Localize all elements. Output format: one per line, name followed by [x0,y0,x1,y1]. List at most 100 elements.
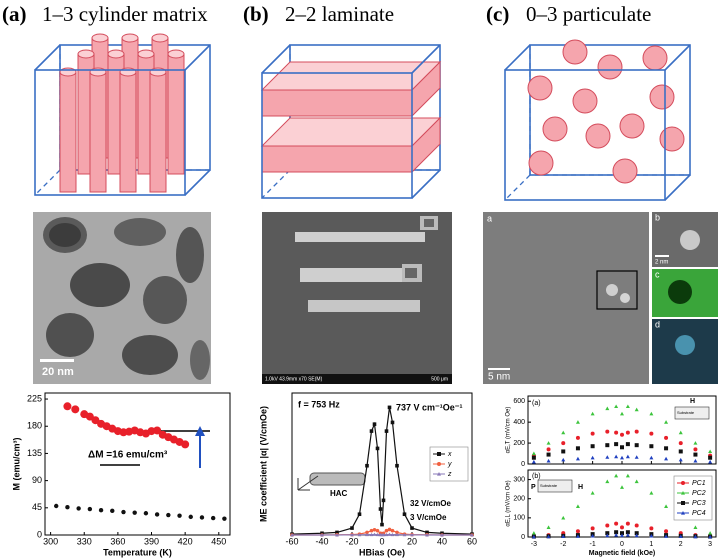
marker [132,510,137,515]
legend-label: PC1 [692,480,706,487]
marker [375,446,380,451]
marker [390,528,395,533]
y-axis-label: αE,L (mV/cm Oe) [506,480,512,526]
x-tick-label: 40 [437,536,447,546]
marker [693,458,698,463]
marker [678,449,683,454]
marker [390,420,395,425]
marker [372,532,377,536]
marker [98,508,104,513]
x-tick-label: 420 [178,536,193,546]
marker [625,430,630,435]
marker [693,534,698,539]
marker [121,509,126,515]
marker [384,429,389,433]
marker [87,506,93,512]
marker [365,532,369,537]
marker [575,420,580,424]
annotation: HAC [330,489,348,498]
marker [365,530,369,535]
marker [664,504,669,508]
panel-title: 1–3 cylinder matrix [42,2,208,26]
marker [620,525,624,530]
annotation: 3 V/cmOe [410,513,447,522]
marker [531,534,536,539]
marker [693,525,698,530]
y-tick-label: 100 [513,515,525,522]
marker [350,526,354,530]
marker [143,511,149,516]
marker [575,534,580,538]
x-tick-label: 3 [708,541,712,548]
marker [620,485,624,489]
marker [678,457,683,462]
annotation: (a) [532,400,541,407]
x-tick-label: 60 [467,536,477,546]
marker [350,533,354,537]
marker [546,458,551,463]
marker [390,532,395,537]
y-tick-label: 225 [27,393,42,403]
marker [590,411,595,416]
panel-label: (c) [486,2,509,26]
marker [614,454,619,459]
marker [620,445,624,450]
legend-label: x [447,451,452,458]
marker [605,533,610,538]
panel-title: 2–2 laminate [285,2,394,26]
x-tick-label: 360 [110,536,125,546]
marker [625,442,630,447]
marker [620,533,624,538]
marker [605,406,610,411]
marker [614,533,619,537]
scale-bar-label: 5 nm [488,372,510,383]
x-tick-label: 390 [144,536,159,546]
y-tick-label: 135 [27,448,42,458]
marker [664,446,669,451]
marker [693,447,698,452]
marker [531,451,536,456]
marker [410,533,414,537]
marker [177,513,182,518]
marker [614,430,619,435]
marker [425,533,429,537]
marker [357,533,362,537]
marker [614,530,619,535]
marker [437,452,441,456]
marker [210,515,216,521]
marker [634,455,639,459]
x-tick-label: -60 [285,536,298,546]
marker [681,491,685,495]
marker [437,462,441,466]
marker [649,490,654,495]
marker [531,455,536,460]
marker [664,529,669,534]
tem-image: 20 nm [33,212,211,384]
marker [625,530,630,535]
marker [222,516,227,521]
marker [634,533,639,538]
x-tick-label: 1 [649,541,653,548]
marker [395,463,399,468]
x-tick-label: 2 [679,541,683,548]
marker [546,534,551,539]
y-tick-label: 600 [513,398,525,405]
marker [387,527,392,532]
marker [605,455,610,459]
y-axis-label: ME coefficient |α| (V/cmOe) [258,406,268,522]
marker [708,455,713,460]
marker [605,523,610,528]
marker [375,528,380,533]
marker [708,459,713,464]
marker [605,443,610,448]
marker [76,506,81,511]
marker [546,525,551,530]
marker [561,457,566,462]
marker [614,521,619,526]
y-tick-label: 180 [27,421,42,431]
sub-label: b [655,212,660,222]
marker [402,533,407,537]
marker [620,411,624,416]
marker [625,454,630,459]
marker [693,441,698,445]
